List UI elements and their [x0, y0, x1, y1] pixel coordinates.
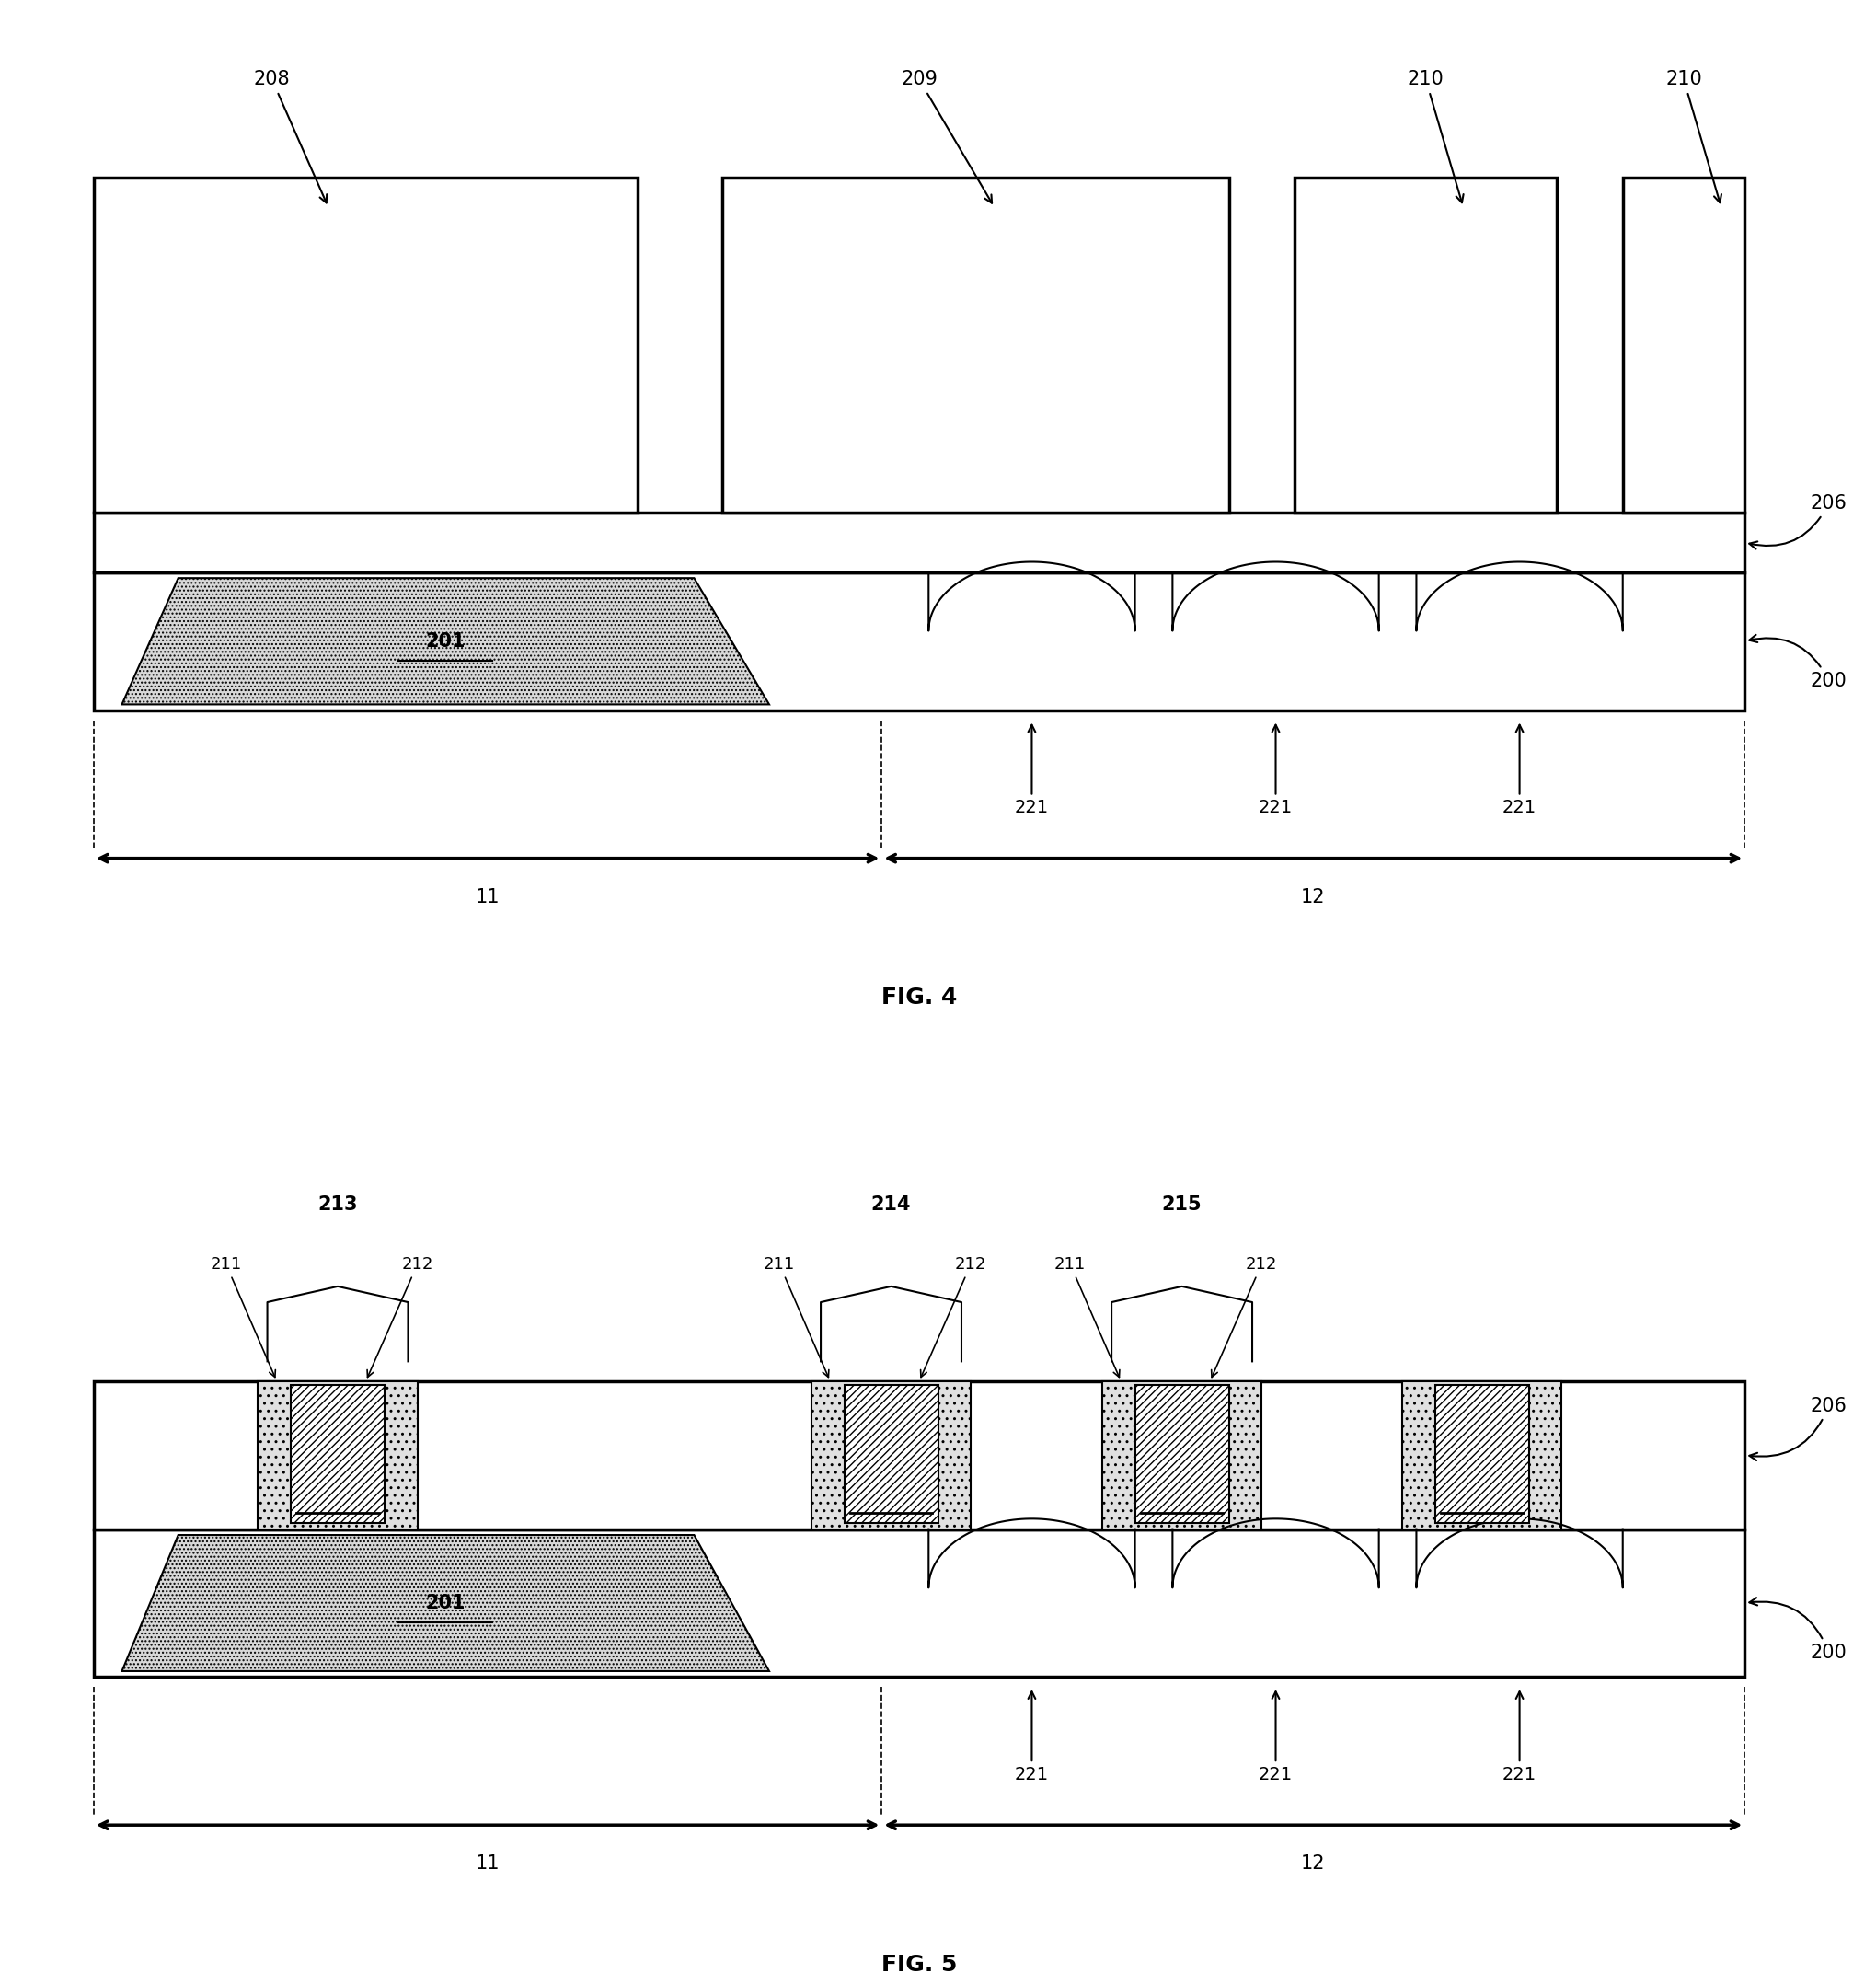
Text: 221: 221	[1503, 1691, 1536, 1784]
Text: 201: 201	[426, 1594, 465, 1612]
Text: 211: 211	[764, 1257, 829, 1377]
Text: 215: 215	[1161, 1196, 1203, 1213]
Text: 11: 11	[477, 888, 499, 906]
Text: 208: 208	[253, 71, 326, 203]
Bar	[94, 513, 1745, 572]
Bar	[1435, 1385, 1529, 1523]
Text: 213: 213	[317, 1196, 358, 1213]
Bar	[259, 1381, 418, 1529]
Text: 221: 221	[1015, 724, 1049, 817]
Bar	[812, 1381, 972, 1529]
Polygon shape	[122, 578, 769, 704]
Text: 12: 12	[1302, 888, 1324, 906]
Text: FIG. 5: FIG. 5	[882, 1953, 957, 1973]
Text: 221: 221	[1259, 724, 1293, 817]
Bar	[1103, 1381, 1263, 1529]
Bar	[844, 1385, 938, 1523]
Text: 12: 12	[1302, 1855, 1324, 1872]
Bar	[94, 1529, 1745, 1677]
Bar	[1623, 178, 1745, 513]
Bar	[94, 178, 638, 513]
Text: 206: 206	[1748, 493, 1848, 548]
Text: 212: 212	[368, 1257, 433, 1377]
Text: 211: 211	[1054, 1257, 1120, 1377]
Text: 221: 221	[1259, 1691, 1293, 1784]
Text: 201: 201	[426, 631, 465, 651]
Bar	[291, 1385, 385, 1523]
Text: FIG. 4: FIG. 4	[882, 986, 957, 1008]
Text: 214: 214	[870, 1196, 912, 1213]
Text: 210: 210	[1407, 71, 1463, 203]
Text: 221: 221	[1015, 1691, 1049, 1784]
Bar	[1294, 178, 1557, 513]
Text: 212: 212	[921, 1257, 987, 1377]
Bar	[1135, 1385, 1229, 1523]
Text: 209: 209	[900, 71, 992, 203]
Text: 211: 211	[210, 1257, 276, 1377]
Bar	[94, 572, 1745, 710]
Polygon shape	[122, 1535, 769, 1671]
Text: 200: 200	[1748, 1598, 1846, 1661]
Text: 212: 212	[1212, 1257, 1278, 1377]
Text: 11: 11	[477, 1855, 499, 1872]
Text: 200: 200	[1748, 635, 1846, 691]
Bar	[722, 178, 1229, 513]
Bar	[1403, 1381, 1563, 1529]
Text: 206: 206	[1748, 1397, 1848, 1460]
Text: 221: 221	[1503, 724, 1536, 817]
Bar	[94, 1381, 1745, 1529]
Text: 210: 210	[1666, 71, 1722, 203]
